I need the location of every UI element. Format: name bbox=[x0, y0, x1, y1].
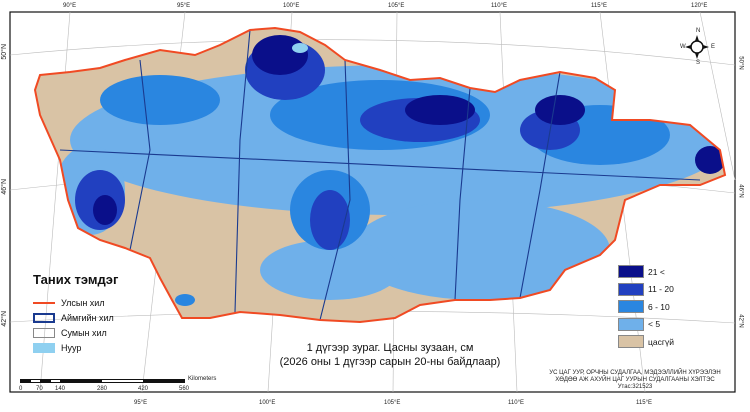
class-21-plus: 21 < bbox=[618, 263, 674, 281]
class-swatch bbox=[618, 300, 644, 314]
lon-tick-top: 90°E bbox=[63, 3, 77, 9]
credit-line-3: Утас:321523 bbox=[617, 384, 653, 390]
scale-unit: Kilometers bbox=[188, 376, 217, 382]
lat-tick-left: 50°N bbox=[1, 44, 9, 60]
class-swatch bbox=[618, 265, 644, 279]
scale-bar bbox=[20, 379, 185, 383]
lat-tick-left: 42°N bbox=[1, 311, 9, 327]
scale-tick: 420 bbox=[138, 386, 149, 392]
compass-rose-icon bbox=[685, 35, 709, 59]
lat-tick-right: 42°N bbox=[737, 314, 744, 328]
lat-tick-right: 46°N bbox=[737, 184, 744, 198]
class-no-snow: цасгүй bbox=[618, 333, 674, 351]
credits: УС ЦАГ УУР, ОРЧНЫ СУДАЛГАА, МЭДЭЭЛЛИЙН Х… bbox=[540, 370, 730, 391]
south-label: S bbox=[696, 60, 701, 66]
class-label: 11 - 20 bbox=[648, 284, 674, 295]
lon-tick-bottom: 95°E bbox=[134, 400, 148, 406]
legend-label: Нуур bbox=[61, 342, 82, 353]
class-under-5: < 5 bbox=[618, 316, 674, 334]
map-frame bbox=[9, 11, 736, 393]
class-label: 6 - 10 bbox=[648, 301, 670, 312]
class-swatch bbox=[618, 282, 644, 296]
legend-label: Улсын хил bbox=[61, 297, 105, 308]
credit-line-1: УС ЦАГ УУР, ОРЧНЫ СУДАЛГАА, МЭДЭЭЛЛИЙН Х… bbox=[549, 370, 721, 376]
west-label: W bbox=[680, 44, 686, 50]
class-11-20: 11 - 20 bbox=[618, 281, 674, 299]
legend: Таних тэмдэг Улсын хил Аймгийн хил Сумын… bbox=[33, 272, 118, 355]
lon-tick-top: 100°E bbox=[283, 3, 300, 9]
title-line-1: 1 дүгээр зураг. Цасны зузаан, см bbox=[306, 342, 474, 354]
legend-item-province-border: Аймгийн хил bbox=[33, 310, 118, 325]
lon-tick-top: 115°E bbox=[591, 3, 607, 9]
scale-tick: 280 bbox=[97, 386, 108, 392]
class-swatch bbox=[618, 317, 644, 331]
north-label: N bbox=[696, 28, 701, 34]
legend-label: Сумын хил bbox=[61, 327, 107, 338]
legend-item-lake: Нуур bbox=[33, 340, 118, 355]
legend-title: Таних тэмдэг bbox=[33, 272, 119, 287]
lon-tick-top: 105°E bbox=[388, 3, 405, 9]
lon-tick-top: 120°E bbox=[691, 3, 708, 9]
lon-tick-bottom: 110°E bbox=[508, 400, 524, 406]
lon-tick-top: 110°E bbox=[491, 3, 507, 9]
map-title: 1 дүгээр зураг. Цасны зузаан, см (2026 о… bbox=[230, 341, 550, 369]
credit-line-2: ХӨДӨӨ АЖ АХУЙН ЦАГ УУРЫН СУДАЛГААНЫ ХЭЛТ… bbox=[555, 377, 715, 383]
lon-tick-bottom: 115°E bbox=[636, 400, 652, 406]
east-label: E bbox=[711, 44, 716, 50]
scale-tick: 70 bbox=[36, 386, 43, 392]
lat-tick-right: 50°N bbox=[737, 56, 744, 70]
class-6-10: 6 - 10 bbox=[618, 298, 674, 316]
box-swatch bbox=[33, 327, 55, 338]
legend-label: Аймгийн хил bbox=[61, 312, 114, 323]
legend-item-soum-border: Сумын хил bbox=[33, 325, 118, 340]
scale-tick: 0 bbox=[19, 386, 23, 392]
title-line-2: (2026 оны 1 дүгээр сарын 20-ны байдлаар) bbox=[279, 356, 501, 368]
class-label: 21 < bbox=[648, 266, 665, 277]
legend-item-national-border: Улсын хил bbox=[33, 295, 118, 310]
fill-swatch bbox=[33, 342, 55, 353]
class-swatch bbox=[618, 335, 644, 349]
lon-tick-bottom: 105°E bbox=[384, 400, 401, 406]
box-swatch bbox=[33, 312, 55, 323]
scale-tick: 140 bbox=[55, 386, 66, 392]
class-label: цасгүй bbox=[648, 336, 674, 347]
lon-tick-bottom: 100°E bbox=[259, 400, 276, 406]
lat-tick-left: 46°N bbox=[1, 179, 9, 195]
class-label: < 5 bbox=[648, 319, 661, 330]
scale-tick: 560 bbox=[179, 386, 190, 392]
lon-tick-top: 95°E bbox=[177, 3, 191, 9]
snow-depth-classes: 21 < 11 - 20 6 - 10 < 5 цасгүй bbox=[618, 263, 674, 351]
line-swatch bbox=[33, 301, 55, 304]
